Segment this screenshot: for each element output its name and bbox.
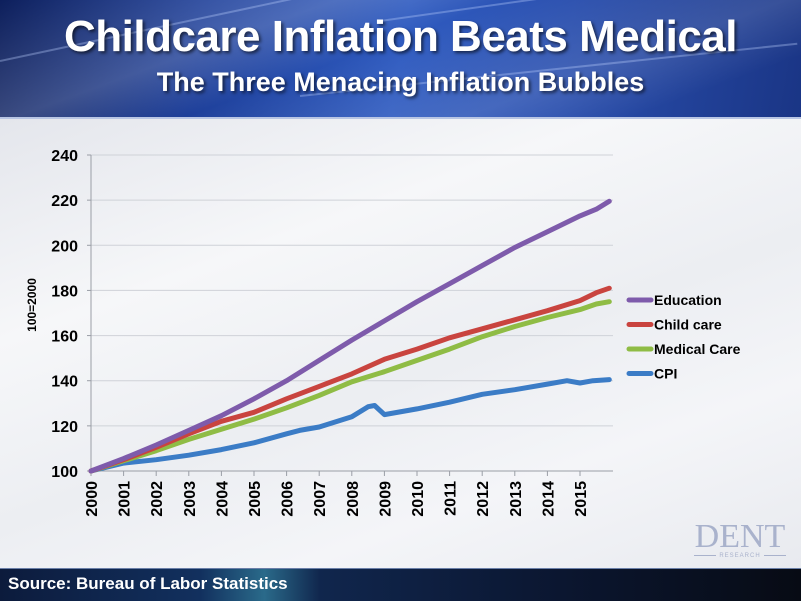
series-lines: [88, 198, 612, 474]
y-tick-label: 220: [51, 193, 78, 210]
series-line-child-care: [88, 285, 612, 474]
legend: Education Child care Medical Care CPI: [626, 292, 741, 382]
slide-header: Childcare Inflation Beats Medical The Th…: [0, 0, 801, 119]
slide-footer: Source: Bureau of Labor Statistics: [0, 568, 801, 601]
y-tick-label: 180: [51, 283, 78, 300]
x-tick-label: 2010: [410, 481, 427, 517]
x-tick-label: 2013: [508, 481, 525, 517]
legend-item: CPI: [626, 366, 677, 382]
y-tick-label: 160: [51, 329, 78, 346]
legend-item: Education: [626, 292, 722, 308]
slide-subtitle: The Three Menacing Inflation Bubbles: [156, 67, 645, 97]
x-tick-label: 2006: [280, 481, 297, 517]
y-axis-label: 100=2000: [25, 278, 39, 332]
dent-research-logo: DENT RESEARCH: [690, 520, 790, 560]
logo-tagline: RESEARCH: [690, 553, 790, 559]
x-tick-label: 2008: [345, 481, 362, 517]
legend-label: Child care: [654, 317, 722, 333]
chart-area: [0, 119, 801, 568]
y-tick-label: 140: [51, 374, 78, 391]
y-tick-label: 240: [51, 148, 78, 165]
x-tick-label: 2000: [84, 481, 101, 517]
series-line-education: [88, 198, 612, 474]
x-axis-ticks: 2000 2001 2002 2003 2004 2005 2006 2007 2008 2009…: [84, 471, 590, 517]
x-tick-label: 2001: [117, 481, 134, 517]
y-tick-label: 200: [51, 238, 78, 255]
x-tick-label: 2005: [247, 481, 264, 517]
y-tick-label: 120: [51, 419, 78, 436]
legend-label: CPI: [654, 366, 677, 382]
series-line-medical-care: [88, 299, 612, 474]
y-axis-ticks: 100 120 140 160 180 200 220 240: [51, 148, 91, 481]
x-tick-label: 2002: [149, 481, 166, 517]
logo-name: DENT: [694, 518, 786, 555]
x-tick-label: 2015: [573, 481, 590, 517]
legend-item: Child care: [626, 317, 722, 333]
x-tick-label: 2003: [182, 481, 199, 517]
source-note: Source: Bureau of Labor Statistics: [8, 574, 288, 593]
legend-item: Medical Care: [626, 341, 741, 357]
x-tick-label: 2007: [312, 481, 329, 517]
x-tick-label: 2012: [475, 481, 492, 517]
x-tick-label: 2009: [377, 481, 394, 517]
x-tick-label: 2004: [214, 481, 231, 517]
x-tick-label: 2014: [540, 481, 557, 517]
legend-label: Medical Care: [654, 341, 741, 357]
series-line-cpi: [88, 377, 612, 474]
x-tick-label: 2011: [443, 481, 460, 516]
legend-label: Education: [654, 292, 722, 308]
y-tick-label: 100: [51, 464, 78, 481]
slide-title: Childcare Inflation Beats Medical: [64, 12, 738, 61]
